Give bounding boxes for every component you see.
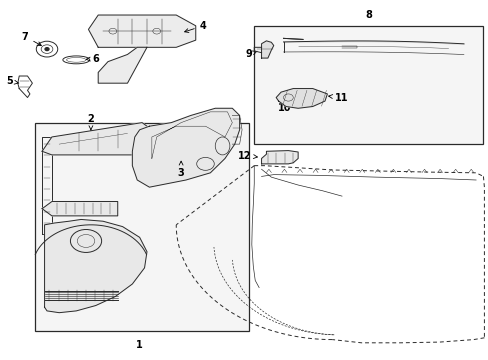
Bar (254, 26, 483, 144)
Text: 8: 8 (365, 10, 371, 20)
Text: 7: 7 (21, 32, 41, 45)
Text: 5: 5 (6, 76, 19, 86)
Polygon shape (261, 150, 298, 164)
Text: 1: 1 (136, 340, 143, 350)
Text: 4: 4 (184, 21, 206, 32)
Polygon shape (42, 123, 152, 155)
Text: 2: 2 (87, 114, 94, 130)
Text: 12: 12 (237, 150, 257, 161)
Text: 11: 11 (328, 93, 348, 103)
Text: 10: 10 (277, 103, 291, 113)
Polygon shape (261, 41, 273, 58)
Polygon shape (98, 47, 147, 83)
Polygon shape (42, 202, 118, 216)
Polygon shape (276, 89, 327, 108)
Bar (35, 123, 249, 330)
Polygon shape (44, 220, 147, 313)
Text: 3: 3 (177, 161, 184, 178)
Text: 6: 6 (86, 54, 99, 64)
Circle shape (45, 48, 49, 50)
Polygon shape (88, 15, 195, 47)
Text: 9: 9 (244, 49, 257, 59)
Polygon shape (132, 108, 239, 187)
